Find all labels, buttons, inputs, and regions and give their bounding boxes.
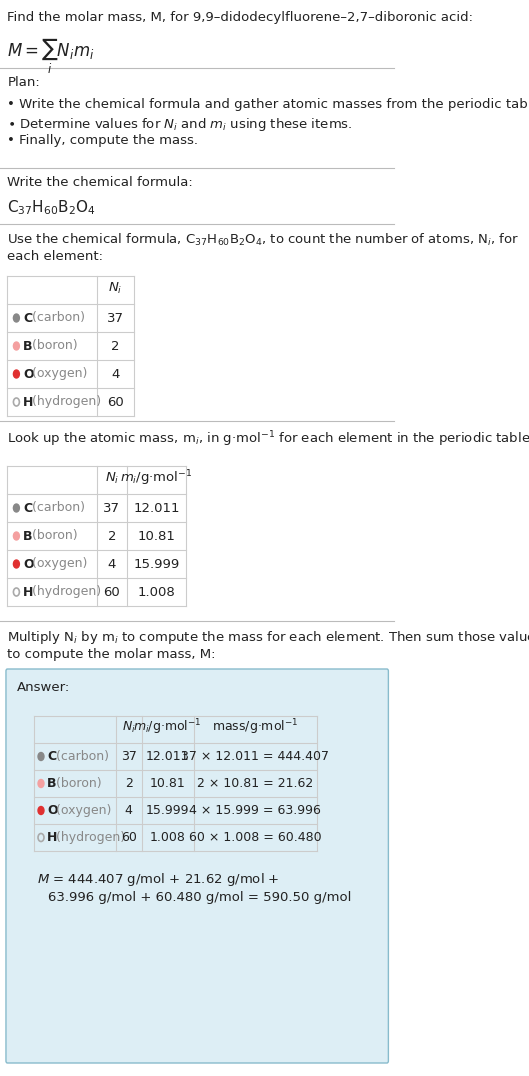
Text: C: C [47,750,56,763]
Text: 2: 2 [107,529,116,542]
Text: H: H [47,831,57,844]
Text: Multiply N$_i$ by m$_i$ to compute the mass for each element. Then sum those val: Multiply N$_i$ by m$_i$ to compute the m… [7,629,529,661]
Text: 12.011: 12.011 [133,501,180,514]
Circle shape [38,779,44,788]
Text: 37: 37 [121,750,136,763]
Text: 15.999: 15.999 [146,804,189,817]
Text: 60: 60 [104,585,120,598]
Text: (hydrogen): (hydrogen) [52,831,125,844]
Circle shape [13,504,20,512]
Text: 4: 4 [107,557,116,570]
Text: C: C [23,501,32,514]
Text: 10.81: 10.81 [138,529,176,542]
Circle shape [38,807,44,815]
Text: B: B [23,340,33,353]
Text: (boron): (boron) [52,777,102,790]
Text: O: O [23,368,34,381]
Circle shape [13,532,20,540]
Text: (oxygen): (oxygen) [29,368,88,381]
Text: B: B [47,777,57,790]
Text: 60: 60 [107,396,124,409]
Text: (carbon): (carbon) [29,311,85,325]
Text: Write the chemical formula:: Write the chemical formula: [7,176,193,189]
Text: • Finally, compute the mass.: • Finally, compute the mass. [7,134,198,147]
Text: 1.008: 1.008 [150,831,186,844]
Text: mass/g·mol$^{-1}$: mass/g·mol$^{-1}$ [212,718,298,737]
Circle shape [13,560,20,568]
Circle shape [13,370,20,378]
Text: 2 × 10.81 = 21.62: 2 × 10.81 = 21.62 [197,777,314,790]
Text: 4: 4 [112,368,120,381]
Text: $M$ = 444.407 g/mol + 21.62 g/mol +: $M$ = 444.407 g/mol + 21.62 g/mol + [37,870,280,888]
Text: (boron): (boron) [29,529,78,542]
Text: (boron): (boron) [29,340,78,353]
Text: 63.996 g/mol + 60.480 g/mol = 590.50 g/mol: 63.996 g/mol + 60.480 g/mol = 590.50 g/m… [49,891,352,904]
Text: $m_i$/g·mol$^{-1}$: $m_i$/g·mol$^{-1}$ [120,468,193,487]
Circle shape [38,752,44,761]
Text: 2: 2 [111,340,120,353]
Text: 1.008: 1.008 [138,585,176,598]
Text: C: C [23,311,32,325]
Text: (oxygen): (oxygen) [52,804,112,817]
Text: 2: 2 [125,777,133,790]
Text: Plan:: Plan: [7,76,40,89]
Text: (carbon): (carbon) [52,750,109,763]
Text: Use the chemical formula, C$_{37}$H$_{60}$B$_{2}$O$_{4}$, to count the number of: Use the chemical formula, C$_{37}$H$_{60… [7,232,519,264]
Text: 10.81: 10.81 [150,777,186,790]
Text: Look up the atomic mass, m$_i$, in g·mol$^{-1}$ for each element in the periodic: Look up the atomic mass, m$_i$, in g·mol… [7,429,529,449]
Text: 12.011: 12.011 [146,750,189,763]
Text: $\bullet$ Determine values for $N_i$ and $m_i$ using these items.: $\bullet$ Determine values for $N_i$ and… [7,116,353,133]
Text: B: B [23,529,33,542]
Text: H: H [23,585,33,598]
Text: 37: 37 [107,311,124,325]
Text: Find the molar mass, M, for 9,9–didodecylfluorene–2,7–diboronic acid:: Find the molar mass, M, for 9,9–didodecy… [7,11,473,24]
Text: O: O [47,804,58,817]
Text: 4 × 15.999 = 63.996: 4 × 15.999 = 63.996 [189,804,321,817]
Text: 37: 37 [103,501,120,514]
Text: 37 × 12.011 = 444.407: 37 × 12.011 = 444.407 [181,750,330,763]
Text: (carbon): (carbon) [29,501,85,514]
Text: • Write the chemical formula and gather atomic masses from the periodic table.: • Write the chemical formula and gather … [7,98,529,111]
Text: H: H [23,396,33,409]
Text: $N_i$: $N_i$ [108,281,123,296]
Text: 4: 4 [125,804,133,817]
Circle shape [13,342,20,350]
Circle shape [13,314,20,322]
Text: $m_i$/g·mol$^{-1}$: $m_i$/g·mol$^{-1}$ [133,718,202,737]
Text: 60 × 1.008 = 60.480: 60 × 1.008 = 60.480 [189,831,322,844]
Text: $N_i$: $N_i$ [105,470,119,485]
Text: C$_{37}$H$_{60}$B$_{2}$O$_{4}$: C$_{37}$H$_{60}$B$_{2}$O$_{4}$ [7,198,96,216]
Text: $M = \sum_i N_i m_i$: $M = \sum_i N_i m_i$ [7,36,95,76]
Text: (oxygen): (oxygen) [29,557,88,570]
Text: $N_i$: $N_i$ [122,720,135,735]
Text: (hydrogen): (hydrogen) [29,585,102,598]
Text: 60: 60 [121,831,136,844]
Text: Answer:: Answer: [16,681,70,694]
FancyBboxPatch shape [6,669,388,1063]
Text: 15.999: 15.999 [133,557,180,570]
Text: (hydrogen): (hydrogen) [29,396,102,409]
Text: O: O [23,557,34,570]
